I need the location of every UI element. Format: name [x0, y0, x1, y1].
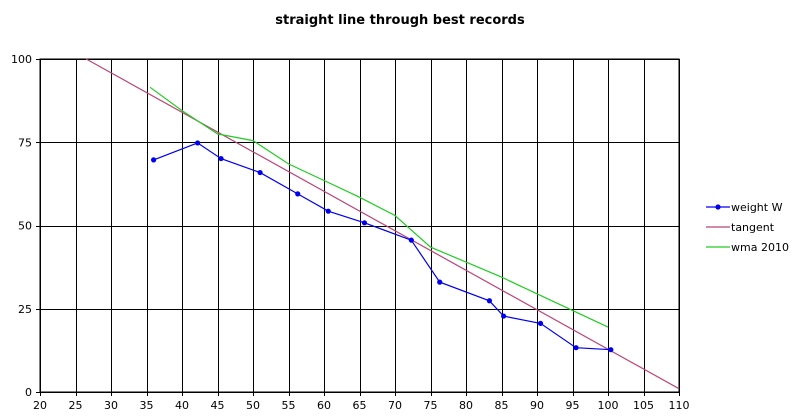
data-point: [151, 157, 157, 163]
y-tick-label: 50: [18, 220, 32, 233]
legend-label: tangent: [731, 221, 775, 234]
x-tick-label: 60: [317, 399, 331, 412]
chart-title: straight line through best records: [275, 13, 525, 28]
x-tick-label: 105: [633, 399, 654, 412]
x-tick-label: 110: [669, 399, 690, 412]
data-point: [257, 169, 263, 176]
data-point: [408, 237, 414, 243]
x-tick-label: 25: [69, 399, 83, 412]
x-tick-label: 50: [246, 399, 260, 412]
x-tick-label: 80: [459, 399, 473, 412]
data-point: [501, 313, 507, 319]
x-tick-label: 85: [495, 399, 509, 412]
x-tick-label: 65: [353, 399, 367, 412]
x-tick-label: 55: [282, 399, 296, 412]
data-point: [325, 208, 331, 214]
data-point: [218, 155, 224, 162]
legend-item-wma-2010: wma 2010: [706, 241, 789, 254]
legend-marker: [715, 204, 721, 210]
data-point: [608, 347, 614, 353]
x-tick-label: 35: [140, 399, 154, 412]
data-point: [573, 345, 579, 351]
y-axis-ticks: 0 25 50 75 100: [11, 53, 40, 399]
x-tick-label: 20: [33, 399, 47, 412]
series-line-tangent: [85, 58, 680, 390]
y-tick-label: 0: [25, 386, 32, 399]
data-point: [361, 220, 368, 226]
legend-item-tangent: tangent: [706, 221, 775, 234]
series-line-wma-2010: [149, 86, 609, 328]
y-tick-label: 75: [18, 136, 32, 149]
grid: [39, 58, 680, 393]
data-point: [486, 298, 493, 304]
data-point: [195, 140, 201, 146]
legend-item-weight-w: weight W: [706, 201, 783, 214]
series-layer: [85, 58, 680, 390]
x-tick-label: 100: [598, 399, 619, 412]
legend-label: wma 2010: [731, 241, 789, 254]
legend-label: weight W: [731, 201, 783, 214]
series-line-weight-w: [153, 142, 611, 351]
data-point: [295, 191, 301, 197]
legend: weight W tangent wma 2010: [706, 201, 789, 254]
x-tick-label: 40: [175, 399, 189, 412]
data-point: [437, 279, 443, 285]
x-tick-label: 75: [424, 399, 438, 412]
data-point: [537, 320, 544, 327]
y-tick-label: 100: [11, 53, 32, 66]
x-tick-label: 70: [388, 399, 402, 412]
x-tick-label: 45: [211, 399, 225, 412]
x-tick-label: 30: [104, 399, 118, 412]
series-tangent: [85, 58, 680, 390]
x-tick-label: 95: [566, 399, 580, 412]
x-axis-ticks: 20 25 30 35 40 45 50 55 60 65 70 75 80 85 90 95 100 105 11…: [33, 392, 690, 412]
series-weight-w: [151, 140, 614, 353]
series-wma-2010: [149, 86, 609, 328]
x-tick-label: 90: [530, 399, 544, 412]
axes: [40, 59, 679, 393]
y-tick-label: 25: [18, 303, 32, 316]
plot-area: [39, 58, 680, 393]
